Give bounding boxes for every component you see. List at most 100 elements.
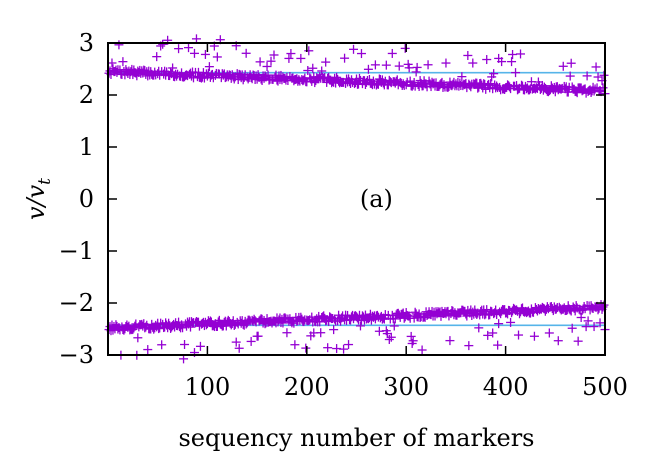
data-point-lower-305 xyxy=(406,331,416,341)
data-point-upper-230 xyxy=(332,72,342,82)
data-point-lower-309 xyxy=(410,307,420,317)
data-point-upper-293 xyxy=(394,61,404,71)
data-point-upper-299 xyxy=(400,43,410,53)
data-point-upper-490 xyxy=(590,84,600,94)
data-point-upper-356 xyxy=(457,72,467,82)
data-point-lower-476 xyxy=(576,313,586,323)
data-point-lower-382 xyxy=(483,330,493,340)
data-point-lower-414 xyxy=(515,309,525,319)
data-point-lower-285 xyxy=(386,332,396,342)
data-point-upper-322 xyxy=(423,60,433,70)
data-point-lower-307 xyxy=(408,336,418,346)
data-point-lower-221 xyxy=(323,343,333,353)
data-point-lower-199 xyxy=(301,343,311,353)
data-point-upper-472 xyxy=(572,88,582,98)
data-point-upper-364 xyxy=(465,80,475,90)
data-point-upper-171 xyxy=(273,76,283,86)
data-point-lower-483 xyxy=(583,316,593,326)
data-point-lower-281 xyxy=(382,329,392,339)
data-point-lower-129 xyxy=(231,337,241,347)
data-point-upper-87 xyxy=(189,48,199,58)
data-point-lower-26 xyxy=(129,323,139,333)
data-point-upper-110 xyxy=(212,52,222,62)
y-tick-label-0: −3 xyxy=(59,341,94,369)
data-point-upper-71 xyxy=(174,44,184,54)
data-point-upper-498 xyxy=(598,83,608,93)
data-point-upper-255 xyxy=(356,49,366,59)
data-point-upper-367 xyxy=(468,58,478,68)
data-point-upper-466 xyxy=(566,58,576,68)
data-point-lower-392 xyxy=(493,340,503,350)
data-point-upper-491 xyxy=(591,62,601,72)
tick-labels: 100 200 300 400 500 −3 −2 −1 0 1 2 3 xyxy=(59,29,628,401)
data-point-lower-283 xyxy=(384,335,394,345)
data-point-upper-161 xyxy=(263,70,273,80)
axis-ticks xyxy=(108,42,606,356)
data-point-lower-303 xyxy=(404,311,414,321)
data-point-lower-237 xyxy=(339,344,349,354)
data-point-upper-381 xyxy=(482,55,492,65)
y-axis-label: v/vt xyxy=(22,178,55,220)
data-point-lower-316 xyxy=(417,345,427,355)
data-point-upper-182 xyxy=(284,53,294,63)
data-point-upper-263 xyxy=(364,74,374,84)
data-point-upper-102 xyxy=(204,62,214,72)
y-tick-label-5: 2 xyxy=(79,81,94,109)
data-point-lower-151 xyxy=(253,331,263,341)
data-point-upper-270 xyxy=(371,80,381,90)
x-tick-label-300: 300 xyxy=(383,373,429,401)
data-point-lower-444 xyxy=(544,328,554,338)
data-point-upper-219 xyxy=(321,57,331,67)
data-point-upper-283 xyxy=(384,75,394,85)
data-point-upper-153 xyxy=(255,57,265,67)
data-point-lower-40 xyxy=(143,345,153,355)
data-point-lower-188 xyxy=(290,340,300,350)
data-point-upper-410 xyxy=(511,68,521,78)
data-point-lower-89 xyxy=(191,316,201,326)
panel-annotation: (a) xyxy=(360,185,393,213)
data-point-upper-280 xyxy=(381,60,391,70)
data-point-upper-336 xyxy=(437,77,447,87)
data-point-upper-253 xyxy=(354,73,364,83)
data-point-upper-194 xyxy=(296,53,306,63)
data-point-upper-15 xyxy=(118,57,128,67)
data-point-upper-202 xyxy=(304,46,314,56)
y-tick-label-1: −2 xyxy=(59,289,94,317)
y-tick-label-2: −1 xyxy=(59,237,94,265)
data-point-lower-405 xyxy=(506,317,516,327)
data-point-upper-89 xyxy=(191,34,201,44)
data-point-lower-429 xyxy=(529,331,539,341)
data-point-upper-385 xyxy=(486,79,496,89)
data-point-upper-57 xyxy=(160,66,170,76)
data-point-upper-277 xyxy=(378,78,388,88)
data-point-upper-465 xyxy=(565,71,575,81)
data-point-lower-224 xyxy=(326,313,336,323)
data-point-lower-363 xyxy=(464,341,474,351)
data-point-upper-65 xyxy=(168,63,178,73)
data-point-lower-30 xyxy=(133,333,143,343)
data-point-lower-473 xyxy=(573,336,583,346)
data-point-upper-311 xyxy=(412,62,422,72)
y-axis-label-subscript: t xyxy=(35,178,55,185)
data-point-lower-254 xyxy=(355,321,365,331)
data-point-upper-98 xyxy=(200,49,210,59)
data-point-lower-51 xyxy=(154,324,164,334)
data-point-lower-387 xyxy=(488,328,498,338)
data-point-upper-11 xyxy=(114,40,124,50)
data-point-lower-489 xyxy=(589,322,599,332)
data-point-lower-144 xyxy=(246,336,256,346)
data-point-upper-139 xyxy=(241,48,251,58)
data-point-upper-55 xyxy=(158,39,168,49)
data-point-upper-247 xyxy=(349,44,359,54)
data-point-lower-381 xyxy=(482,305,492,315)
data-point-lower-481 xyxy=(581,322,591,332)
data-point-upper-167 xyxy=(269,50,279,60)
data-point-upper-184 xyxy=(286,49,296,59)
data-point-upper-406 xyxy=(507,57,517,67)
data-point-lower-77 xyxy=(180,340,190,350)
data-point-upper-303 xyxy=(404,63,414,73)
data-point-lower-344 xyxy=(445,336,455,346)
y-tick-label-6: 3 xyxy=(79,29,94,57)
data-point-lower-289 xyxy=(390,314,400,324)
data-point-upper-458 xyxy=(558,61,568,71)
